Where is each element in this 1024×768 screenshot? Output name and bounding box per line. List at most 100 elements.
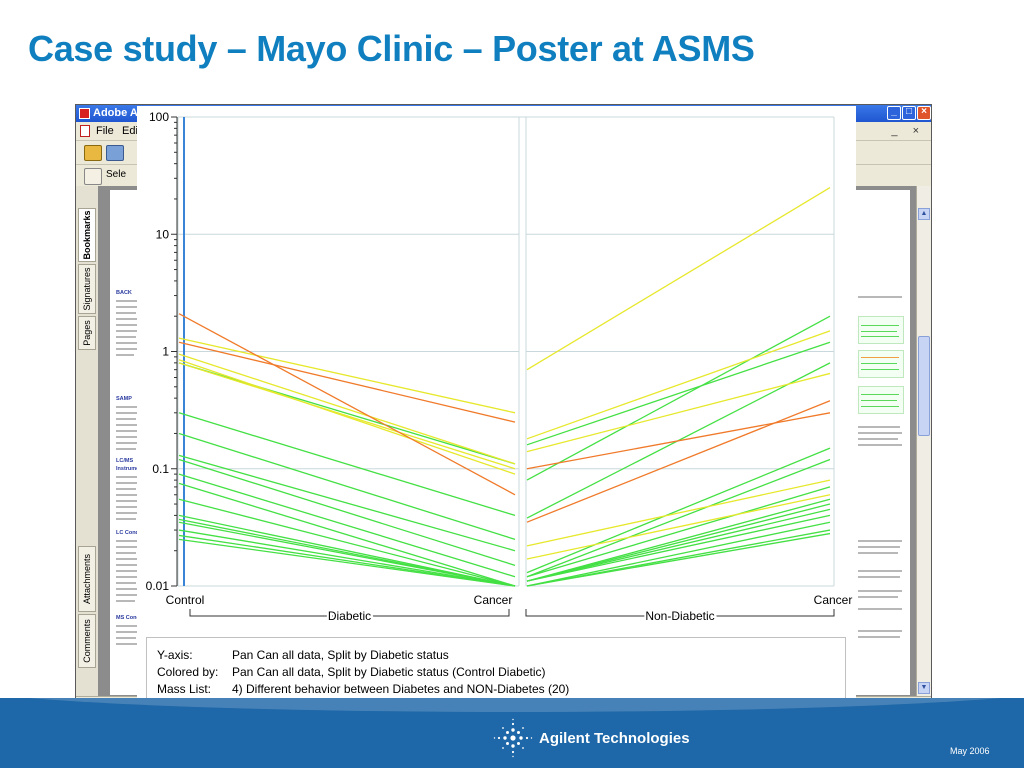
doc-text-line <box>116 582 136 584</box>
y-tick-label: 0.1 <box>152 462 169 476</box>
doc-text-line <box>858 576 900 578</box>
group-bracket <box>189 609 510 617</box>
series-line <box>178 521 516 587</box>
group-label: Non-Diabetic <box>645 609 714 623</box>
save-icon[interactable] <box>106 145 124 161</box>
y-tick-label: 10 <box>156 227 170 241</box>
tab-attachments[interactable]: Attachments <box>78 546 96 612</box>
series-line <box>178 473 516 578</box>
acrobat-app-icon <box>79 108 90 119</box>
scroll-thumb[interactable] <box>918 336 930 436</box>
doc-text-line <box>116 576 138 578</box>
doc-text-line <box>116 546 138 548</box>
doc-heading: MS Cond <box>116 615 140 621</box>
series-line <box>526 498 831 582</box>
series-line <box>178 412 516 517</box>
doc-text-line <box>116 631 138 633</box>
series-line <box>526 521 831 587</box>
doc-text-line <box>116 448 136 450</box>
tab-pages[interactable]: Pages <box>78 316 96 350</box>
series-line <box>526 514 831 582</box>
series-line <box>526 372 831 453</box>
info-label: Mass List: <box>157 682 212 696</box>
series-line <box>526 486 831 578</box>
doc-text-line <box>116 342 138 344</box>
series-line <box>526 479 831 547</box>
doc-text-line <box>116 476 138 478</box>
tab-comments[interactable]: Comments <box>78 614 96 668</box>
doc-text-line <box>858 552 898 554</box>
doc-text-line <box>116 406 138 408</box>
hand-tool-icon[interactable] <box>84 168 102 185</box>
series-line <box>178 313 516 496</box>
series-line <box>178 432 516 540</box>
doc-text-line <box>116 564 138 566</box>
doc-text-line <box>858 444 902 446</box>
maximize-button[interactable]: □ <box>902 106 916 120</box>
doc-text-line <box>116 506 138 508</box>
series-line <box>178 454 516 552</box>
doc-text-line <box>116 318 138 320</box>
open-folder-icon[interactable] <box>84 145 102 161</box>
series-line <box>526 187 831 371</box>
series-line <box>526 412 831 470</box>
series-line <box>526 532 831 587</box>
doc-text-line <box>116 482 138 484</box>
x-tick-label: Cancer <box>814 593 853 607</box>
doc-text-line <box>858 296 902 298</box>
menu-file[interactable]: File <box>96 125 114 137</box>
doc-text-line <box>116 594 138 596</box>
doc-text-line <box>116 348 138 350</box>
info-label: Y-axis: <box>157 648 193 662</box>
group-label: Diabetic <box>328 609 371 623</box>
doc-heading: SAMP <box>116 396 132 402</box>
doc-text-line <box>116 330 138 332</box>
series-line <box>526 315 831 481</box>
doc-heading: BACK <box>116 290 132 296</box>
series-line <box>526 503 831 582</box>
tab-bookmarks[interactable]: Bookmarks <box>78 208 96 262</box>
doc-text-line <box>116 300 138 302</box>
info-value: Pan Can all data, Split by Diabetic stat… <box>232 665 546 679</box>
doc-text-line <box>116 306 138 308</box>
document-window-controls[interactable]: _ × <box>891 125 925 137</box>
doc-heading: LC/MS <box>116 458 134 464</box>
doc-text-line <box>858 570 902 572</box>
close-icon: × <box>921 106 927 117</box>
mini-graph <box>858 350 904 378</box>
doc-text-line <box>116 436 137 438</box>
vertical-scrollbar[interactable]: ▲ ▼ <box>916 186 931 696</box>
doc-text-line <box>116 336 136 338</box>
select-tool-button[interactable]: Sele <box>106 169 127 180</box>
series-line <box>526 341 831 446</box>
footer-date: May 2006 <box>950 746 990 756</box>
doc-text-line <box>858 438 898 440</box>
footer-company-name: Agilent Technologies <box>539 730 690 747</box>
doc-text-line <box>116 324 137 326</box>
tab-signatures[interactable]: Signatures <box>78 264 96 314</box>
doc-heading: LC Cond <box>116 530 139 536</box>
doc-text-line <box>116 540 138 542</box>
doc-text-line <box>116 418 136 420</box>
menu-edit[interactable]: Edi <box>122 125 138 137</box>
footer-swoosh <box>0 698 1024 712</box>
scroll-up-icon[interactable]: ▲ <box>918 208 930 220</box>
slide-title: Case study – Mayo Clinic – Poster at ASM… <box>28 28 755 69</box>
doc-text-line <box>116 494 138 496</box>
series-line <box>178 538 516 587</box>
series-line <box>526 458 831 578</box>
maximize-icon: □ <box>905 106 913 117</box>
scroll-down-icon[interactable]: ▼ <box>918 682 930 694</box>
footer-band <box>0 698 1024 768</box>
doc-text-line <box>858 426 900 428</box>
doc-text-line <box>116 500 137 502</box>
series-line <box>526 494 831 560</box>
chart-panel: 100 10 1 0.1 0.01 Control Cancer Cancer Diabetic… <box>137 106 856 630</box>
doc-heading: Instrume <box>116 466 140 472</box>
series-line <box>178 498 516 587</box>
series-line <box>178 353 516 465</box>
close-button[interactable]: × <box>917 106 931 120</box>
minimize-button[interactable]: _ <box>887 106 901 120</box>
doc-text-line <box>116 637 136 639</box>
